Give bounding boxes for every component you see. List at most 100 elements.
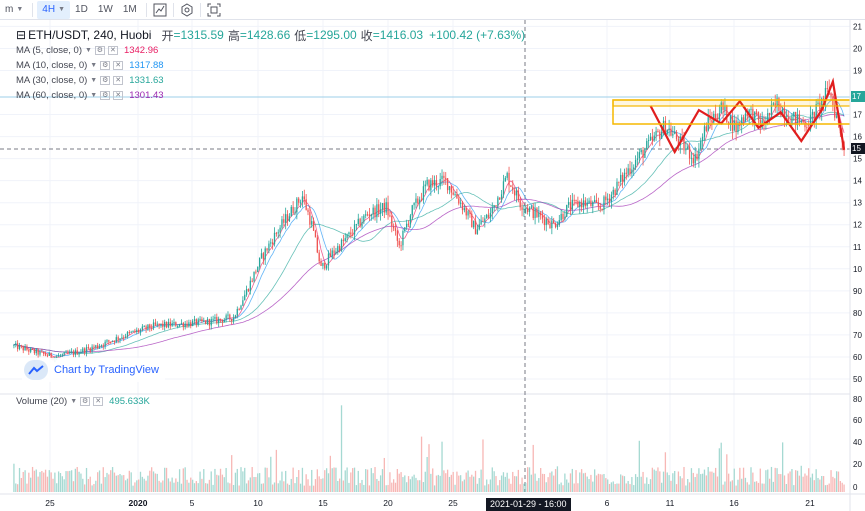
candle-body — [141, 326, 144, 330]
candle-body — [374, 207, 376, 218]
volume-bar — [18, 467, 21, 492]
candle-body — [413, 202, 415, 206]
volume-bar — [372, 473, 374, 492]
volume-bar — [629, 484, 631, 492]
volume-bar — [716, 476, 719, 492]
candle-body — [755, 111, 758, 113]
volume-bar — [363, 484, 365, 492]
interval-minutes-button[interactable]: m ▼ — [0, 1, 28, 19]
volume-bar — [242, 471, 244, 492]
volume-bar — [44, 469, 47, 492]
candle-body — [599, 206, 601, 209]
volume-bar — [111, 467, 114, 492]
indicator-close-icon[interactable]: ✕ — [93, 397, 104, 406]
interval-1w-button[interactable]: 1W — [93, 1, 118, 19]
volume-bar — [245, 483, 248, 492]
candle-body — [184, 323, 186, 328]
candle-body — [203, 320, 205, 322]
volume-bar — [152, 471, 155, 492]
indicator-settings-icon[interactable]: ⚙ — [100, 61, 111, 70]
candle-body — [657, 130, 659, 132]
indicator-close-icon[interactable]: ✕ — [113, 91, 124, 100]
candle-body — [620, 174, 622, 182]
chart-style-icon[interactable] — [151, 1, 169, 19]
volume-bar — [770, 466, 773, 492]
fullscreen-icon[interactable] — [205, 1, 223, 19]
indicator-settings-icon[interactable]: ⚙ — [100, 91, 111, 100]
volume-bar — [783, 475, 786, 492]
candle-body — [266, 248, 268, 251]
volume-bar — [679, 476, 681, 492]
volume-bar — [365, 469, 367, 492]
volume-bar — [666, 472, 668, 492]
volume-bar — [309, 485, 311, 492]
volume-bar — [819, 479, 821, 492]
volume-bar — [441, 441, 443, 492]
candle-body — [553, 220, 555, 224]
volume-bar — [571, 468, 573, 492]
volume-bar — [582, 473, 585, 492]
tradingview-watermark[interactable]: Chart by TradingView — [22, 358, 165, 382]
candle-body — [136, 329, 138, 333]
range-box-top-band — [612, 99, 865, 107]
volume-bar — [70, 470, 73, 492]
candle-body — [22, 346, 24, 351]
indicator-settings-icon[interactable]: ⚙ — [100, 76, 111, 85]
volume-bar — [52, 478, 54, 492]
volume-label: Volume (20) — [16, 396, 68, 407]
volume-bar — [837, 471, 840, 492]
crosshair-price-tag: 15 — [851, 143, 865, 154]
volume-bar — [729, 481, 732, 492]
chevron-down-icon[interactable]: ▼ — [70, 398, 78, 405]
volume-bar — [160, 482, 162, 492]
volume-bar — [258, 473, 261, 492]
candle-body — [296, 198, 298, 213]
candle-body — [450, 186, 452, 193]
volume-bar — [700, 474, 702, 492]
collapse-icon[interactable]: ⊟ — [16, 28, 27, 42]
settings-icon[interactable] — [178, 1, 196, 19]
candle-body — [495, 205, 497, 207]
volume-bar — [839, 481, 841, 492]
volume-bar — [294, 483, 296, 492]
candle-body — [218, 318, 220, 324]
candle-body — [489, 212, 492, 218]
candle-body — [251, 280, 253, 282]
candle-body — [791, 116, 793, 126]
candle-body — [525, 208, 527, 210]
candle-body — [688, 146, 691, 159]
candle-body — [69, 351, 71, 354]
volume-bar — [835, 471, 838, 492]
indicator-close-icon[interactable]: ✕ — [113, 61, 124, 70]
candle-body — [208, 319, 211, 326]
indicator-settings-icon[interactable]: ⚙ — [94, 46, 105, 55]
volume-bar — [765, 470, 767, 492]
chevron-down-icon[interactable]: ▼ — [85, 47, 92, 54]
volume-bar — [670, 480, 672, 492]
volume-bar — [89, 476, 91, 492]
volume-bar — [61, 476, 63, 492]
candle-body — [61, 354, 63, 356]
price-chart[interactable]: 2120191716151413121110908070605080604020… — [0, 20, 865, 511]
interval-4h-button[interactable]: 4H ▼ — [37, 0, 71, 19]
candle-body — [119, 338, 121, 340]
indicator-close-icon[interactable]: ✕ — [107, 46, 118, 55]
candle-body — [804, 122, 806, 128]
candle-body — [169, 321, 171, 327]
candle-body — [98, 346, 101, 348]
interval-1m-button[interactable]: 1M — [118, 1, 142, 19]
interval-1d-button[interactable]: 1D — [70, 1, 93, 19]
chevron-down-icon[interactable]: ▼ — [90, 92, 98, 99]
candle-body — [37, 349, 39, 355]
candle-body — [806, 127, 808, 129]
indicator-close-icon[interactable]: ✕ — [113, 76, 124, 85]
candle-body — [275, 232, 278, 234]
candle-body — [653, 135, 655, 141]
candle-body — [292, 206, 294, 214]
volume-bar — [65, 471, 67, 492]
chevron-down-icon[interactable]: ▼ — [90, 62, 98, 69]
indicator-settings-icon[interactable]: ⚙ — [80, 397, 91, 406]
candle-body — [199, 318, 201, 320]
chevron-down-icon[interactable]: ▼ — [90, 77, 98, 84]
candle-body — [365, 214, 367, 216]
